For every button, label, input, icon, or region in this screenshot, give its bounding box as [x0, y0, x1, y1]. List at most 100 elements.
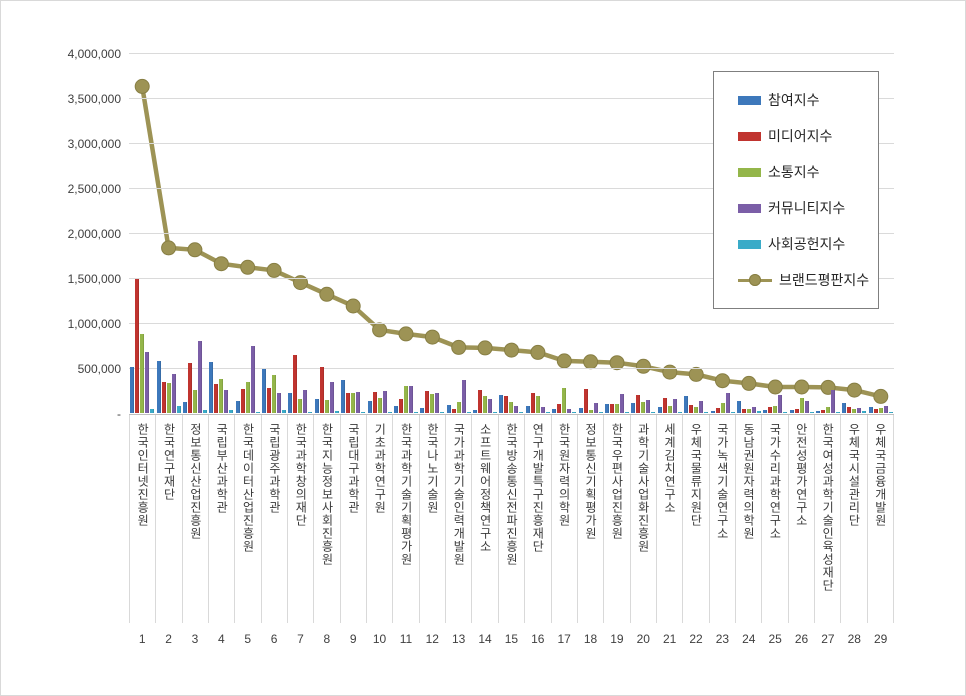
bar: [540, 407, 545, 413]
bar-group: [736, 401, 762, 413]
bar: [651, 412, 656, 413]
bar-group: [446, 380, 472, 413]
line-marker: [715, 373, 730, 389]
bar: [130, 367, 135, 413]
gridline: [129, 414, 894, 415]
bar: [187, 363, 192, 413]
bar: [620, 394, 624, 413]
bar: [821, 410, 826, 413]
bar: [277, 393, 282, 413]
bar: [615, 404, 619, 413]
line-marker: [688, 366, 704, 382]
category-name: 국립부산과학관: [214, 423, 229, 514]
category-name: 안전성평가연구소: [794, 423, 809, 527]
legend-label: 소통지수: [768, 164, 820, 180]
bar: [689, 405, 694, 413]
x-axis-rank-label: 16: [531, 632, 545, 646]
bar: [598, 412, 603, 413]
bar: [610, 404, 614, 413]
x-axis-category-label: 과학기술사업화진흥원: [631, 415, 657, 623]
bar: [197, 341, 202, 413]
line-marker: [741, 375, 757, 391]
bar: [631, 403, 636, 413]
y-axis: - 500,000 1,000,000 1,500,000 2,000,000 2,500…: [1, 48, 121, 420]
gridline: [129, 53, 894, 54]
y-axis-tick-label: 1,000,000: [67, 317, 121, 331]
line-marker: [477, 340, 493, 356]
x-axis-category-label: 국가녹색기술연구소: [710, 415, 736, 623]
x-axis-category-label: 정보통신산업진흥원: [183, 415, 210, 623]
line-marker: [293, 275, 308, 291]
bar-group: [577, 389, 603, 413]
legend-label: 사회공헌지수: [768, 236, 846, 252]
y-axis-tick-label: 500,000: [77, 362, 121, 376]
bar-group: [340, 380, 366, 413]
bar-group: [393, 386, 419, 413]
category-name: 한국데이터산업진흥원: [241, 423, 256, 553]
x-axis-rank-label: 21: [663, 632, 677, 646]
bar: [809, 412, 814, 413]
bar: [778, 395, 783, 413]
bar: [715, 408, 720, 413]
category-name: 우체국시설관리단: [846, 423, 861, 527]
bar: [530, 393, 535, 413]
bar: [567, 409, 572, 413]
bar: [473, 410, 478, 413]
bar: [862, 411, 867, 413]
x-axis-rank-label: 25: [768, 632, 782, 646]
category-name: 우체국금융개발원: [873, 423, 888, 527]
bar: [166, 383, 171, 413]
legend-item-participation: 참여지수: [738, 90, 872, 110]
line-marker: [372, 322, 388, 338]
bar: [324, 400, 329, 413]
bar: [420, 408, 425, 413]
legend-swatch-media-index: [738, 131, 761, 141]
legend-swatch-social-contribution-index: [738, 239, 761, 249]
category-name: 한국과학창의재단: [293, 423, 308, 527]
line-marker: [161, 240, 177, 256]
bar: [398, 399, 403, 413]
category-name: 한국방송통신전파진흥원: [504, 423, 519, 566]
legend-item-media: 미디어지수: [738, 126, 872, 146]
bar-group: [525, 393, 551, 413]
bar-group: [604, 394, 630, 413]
category-name: 한국여성과학기술인육성재단: [820, 423, 835, 592]
x-axis-rank-label: 12: [425, 632, 439, 646]
bar: [842, 403, 847, 413]
bar: [694, 407, 699, 413]
bar: [387, 412, 392, 413]
bar: [430, 394, 435, 413]
category-name: 국가과학기술인력개발원: [451, 423, 466, 566]
bar-group: [419, 391, 445, 413]
bar-group: [868, 406, 894, 413]
category-name: 한국나노기술원: [425, 423, 440, 514]
x-axis-category-label: 정보통신기획평가원: [578, 415, 605, 623]
bar: [710, 411, 715, 413]
bar: [272, 375, 277, 413]
bar: [150, 409, 155, 413]
bar-group: [129, 279, 155, 413]
gridline: [129, 98, 894, 99]
bar: [425, 391, 430, 413]
bar: [483, 396, 488, 413]
x-axis-rank-label: 10: [372, 632, 387, 646]
x-axis-rank-label: 1: [138, 632, 146, 646]
x-axis-category-label: 한국여성과학기술인육성재단: [815, 415, 842, 623]
bar: [768, 407, 773, 413]
x-axis-rank-label: 9: [349, 632, 357, 646]
brand-index-line: [134, 78, 889, 404]
bar: [857, 408, 862, 413]
bar: [202, 410, 207, 413]
bar: [356, 392, 361, 413]
bar: [478, 390, 483, 413]
x-axis-rank-label: 14: [478, 632, 492, 646]
bar: [794, 409, 799, 413]
x-axis-rank-label: 24: [742, 632, 756, 646]
category-name: 동남권원자력의학원: [741, 423, 756, 540]
category-name: 정보통신기획평가원: [583, 423, 598, 540]
bar: [288, 393, 293, 413]
bar-group: [551, 388, 577, 413]
bar: [361, 412, 366, 413]
category-name: 소프트웨어정책연구소: [478, 423, 493, 553]
legend-item-social-contribution: 사회공헌지수: [738, 234, 872, 254]
